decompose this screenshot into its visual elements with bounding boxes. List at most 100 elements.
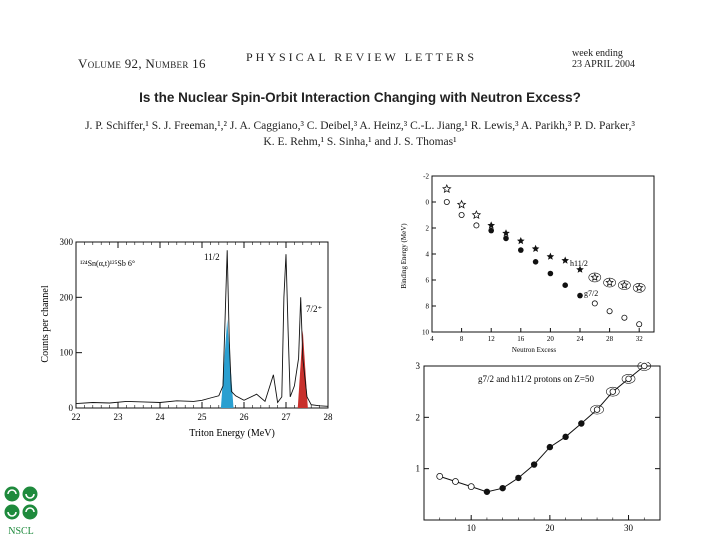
journal-name: PHYSICAL REVIEW LETTERS <box>246 50 477 64</box>
circle-bracket-point <box>609 388 616 395</box>
label-11-2: 11/2 <box>204 252 220 262</box>
star-open-point <box>442 184 452 194</box>
x-tick-label: 4 <box>430 335 434 343</box>
star-filled-point <box>531 244 540 252</box>
x-tick-label: 22 <box>72 412 81 422</box>
star-filled-point <box>487 221 495 229</box>
circle-filled-point <box>518 247 524 253</box>
week-ending-date: 23 APRIL 2004 <box>572 59 635 70</box>
plot-frame <box>423 365 661 521</box>
star-filled-point <box>576 265 584 273</box>
circle-filled-point <box>546 443 554 451</box>
circle-open-point <box>458 212 465 219</box>
y-tick-label: 1 <box>416 464 421 474</box>
x-tick-label: 8 <box>460 335 464 343</box>
peak-11-2-highlight <box>220 319 234 408</box>
circle-filled-point <box>515 474 522 482</box>
y-tick-label: 2 <box>426 225 430 233</box>
circle-filled-point <box>503 235 509 242</box>
circle-filled-point <box>483 488 491 495</box>
star-bracket-point <box>634 283 644 292</box>
nscl-logo: NSCL <box>4 486 38 537</box>
star-filled-point <box>517 237 525 245</box>
x-tick-label: 16 <box>517 335 525 343</box>
circle-filled-point <box>577 292 583 299</box>
reaction-annotation: ¹²⁴Sn(α,t)¹²⁵Sb 6° <box>80 259 135 268</box>
plot-frame <box>431 175 655 333</box>
bracket-mark <box>588 272 602 283</box>
circle-open-point <box>621 314 628 321</box>
author-list: J. P. Schiffer,¹ S. J. Freeman,¹,² J. A.… <box>80 118 640 150</box>
y-tick-label: 100 <box>60 348 74 358</box>
authors-line-1: J. P. Schiffer,¹ S. J. Freeman,¹,² J. A.… <box>85 120 635 132</box>
x-tick-label: 28 <box>606 335 614 343</box>
circle-open-point <box>443 198 450 205</box>
circle-filled-point <box>562 433 569 441</box>
chart-title: g7/2 and h11/2 protons on Z=50 <box>478 374 594 384</box>
fit-line <box>439 365 645 493</box>
spectrum-line <box>75 250 329 407</box>
x-tick-label: 27 <box>282 412 292 422</box>
authors-line-2: K. E. Rehm,¹ S. Sinha,¹ and J. S. Thomas… <box>263 136 457 148</box>
week-ending-label: week ending <box>572 48 623 59</box>
spectrum-chart: 22 23 24 25 26 27 28 0 100 200 300 Triton Energy (… <box>40 237 334 439</box>
star-filled-point <box>561 256 569 264</box>
label-h11-2: h11/2 <box>570 259 588 268</box>
label-7-2: 7/2⁺ <box>306 304 323 314</box>
circle-filled-point <box>488 227 494 234</box>
x-tick-label: 24 <box>577 335 585 343</box>
x-tick-label: 28 <box>324 412 334 422</box>
circle-open-point <box>636 321 643 328</box>
circle-open-point <box>473 222 480 229</box>
x-tick-label: 24 <box>156 412 166 422</box>
y-tick-label: 4 <box>426 251 430 259</box>
circle-filled-point <box>547 270 554 277</box>
bracket-mark <box>618 280 631 290</box>
peak-7-2-highlight <box>297 330 308 408</box>
star-open-point <box>471 210 482 220</box>
y-tick-label: -2 <box>423 173 429 181</box>
x-tick-label: 26 <box>240 412 250 422</box>
x-tick-label: 20 <box>545 523 555 533</box>
y-tick-label: 6 <box>426 277 430 285</box>
y-axis-label: Binding Energy (MeV) <box>400 223 408 289</box>
spin-orbit-chart: 10 20 30 1 2 3 g7/2 and h11/2 protons on Z=50 <box>416 362 661 533</box>
y-tick-label: 3 <box>416 362 421 371</box>
circle-open-point <box>436 472 444 480</box>
article-title: Is the Nuclear Spin-Orbit Interaction Ch… <box>139 90 581 105</box>
bracket-mark <box>603 277 616 288</box>
circle-filled-point <box>578 420 585 427</box>
bracket-mark <box>632 283 646 293</box>
circle-open-point <box>606 308 613 315</box>
star-filled-point <box>502 229 510 237</box>
circle-bracket-point <box>641 362 648 370</box>
star-filled-point <box>546 252 555 260</box>
star-bracket-point <box>605 278 614 287</box>
x-tick-label: 12 <box>488 335 496 343</box>
bracket-mark <box>637 362 652 371</box>
star-bracket-point <box>620 280 629 289</box>
y-tick-label: 300 <box>60 237 74 247</box>
bracket-mark <box>606 386 620 397</box>
circle-open-point <box>452 478 459 485</box>
x-tick-label: 32 <box>636 335 644 343</box>
y-tick-label: 2 <box>416 412 421 422</box>
x-tick-label: 10 <box>467 523 477 533</box>
y-tick-label: 200 <box>60 292 74 302</box>
x-tick-label: 30 <box>624 523 634 533</box>
bracket-mark <box>621 374 636 384</box>
circle-open-point <box>591 300 598 307</box>
y-tick-label: 0 <box>69 403 74 413</box>
circle-filled-point <box>562 282 568 288</box>
circle-filled-point <box>530 461 538 468</box>
circle-filled-point <box>499 484 506 492</box>
y-tick-label: 0 <box>426 199 430 207</box>
bracket-mark <box>590 404 604 415</box>
star-bracket-point <box>590 272 600 282</box>
x-axis-label: Triton Energy (MeV) <box>189 428 275 439</box>
x-axis-label: Neutron Excess <box>512 346 556 354</box>
nscl-label: NSCL <box>8 526 34 537</box>
x-tick-label: 23 <box>114 412 124 422</box>
x-tick-label: 20 <box>547 335 555 343</box>
